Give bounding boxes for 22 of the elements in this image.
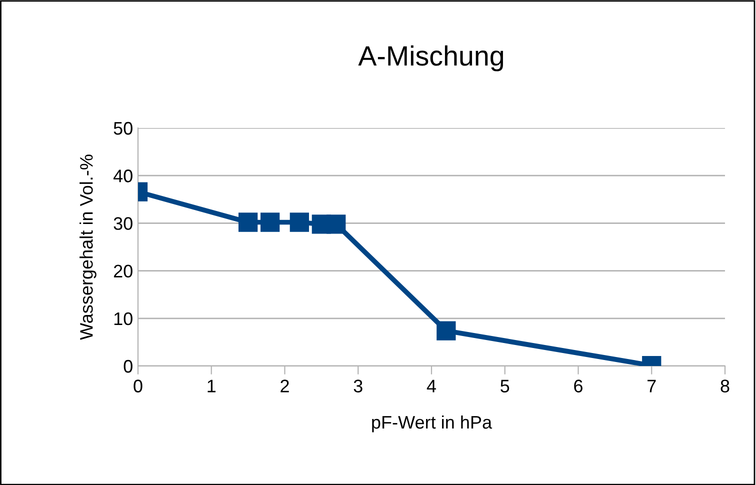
y-tick-label: 40: [113, 170, 132, 182]
y-tick-label: 50: [114, 122, 132, 135]
x-tick-label: 3: [354, 380, 362, 392]
x-tick-label: 2: [280, 380, 289, 392]
point: [260, 212, 280, 232]
point: [326, 214, 346, 234]
y-tick-label: 0: [124, 360, 132, 373]
x-tick-label: 6: [574, 380, 582, 392]
x-tick-label: 7: [648, 380, 656, 392]
x-tick-label: 1: [208, 380, 216, 392]
y-axis-title: Wassergehalt in Vol.-%: [80, 154, 96, 340]
y-tick-label: 30: [114, 217, 132, 230]
point: [238, 212, 258, 232]
x-tick-label: 5: [500, 380, 510, 392]
x-axis-title: pF-Wert in hPa: [372, 415, 492, 432]
x-tick-label: 8: [720, 380, 730, 392]
x-tick-label: 4: [426, 380, 436, 392]
chart-title: A-Mischung: [358, 45, 504, 72]
y-tick-label: 10: [114, 312, 132, 326]
point: [290, 212, 309, 232]
x-tick-label: 0: [134, 380, 142, 392]
y-tick-label: 20: [114, 264, 132, 278]
